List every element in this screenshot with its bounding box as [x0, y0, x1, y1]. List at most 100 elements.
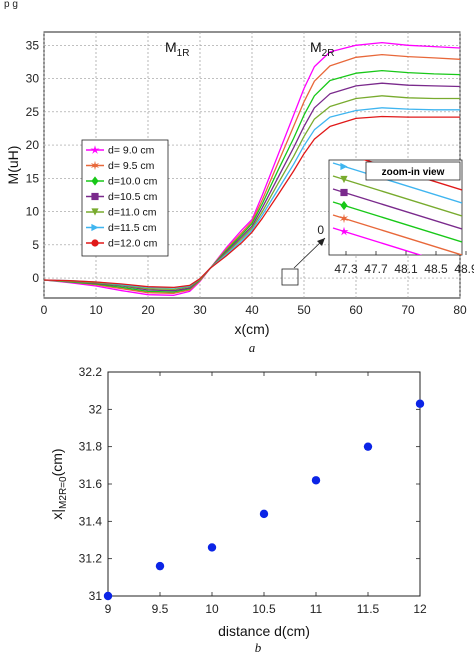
circle-marker-icon: [91, 239, 99, 247]
hexagram-marker-icon: [90, 160, 100, 171]
chart-a-zoom-marker-box: [281, 268, 299, 286]
triangle-right-marker-icon: [91, 223, 99, 232]
chart-a-inset: zoom-in view 47.3 47.7 48.1 48.5 48.9 0: [281, 159, 474, 286]
chart-b-y-tick-label: 32.2: [79, 365, 103, 379]
chart-a-x-tick-label: 0: [41, 303, 48, 317]
arrow-head-icon: [317, 238, 325, 246]
chart-a-x-tick-label: 10: [89, 303, 103, 317]
chart-b-y-tick-label: 31.8: [79, 440, 103, 454]
chart-a-legend-label: d= 9.0 cm: [108, 145, 155, 157]
chart-a-y-tick-label: 20: [26, 138, 40, 152]
hexagram-marker-icon: [339, 213, 349, 224]
chart-a-series-line: [43, 82, 461, 292]
chart-a-x-tick-label: 20: [141, 303, 155, 317]
chart-b-ticks: 9 9.5 10 10.5 11 11.5 12 31 31.2 31.4 31.6 31.8 32 32…: [79, 365, 427, 616]
chart-a-legend-label: d= 9.5 cm: [108, 160, 155, 172]
chart-a-inset-title: zoom-in view: [382, 167, 445, 178]
chart-b-data-point: [155, 561, 165, 571]
chart-a-annotation-m2: M2R: [310, 39, 334, 59]
chart-b-y-tick-label: 31.4: [79, 514, 103, 528]
chart-a-inset-y-tick-label: 0: [317, 223, 324, 237]
chart-a-y-tick-label: 0: [32, 271, 39, 285]
chart-a-x-tick-label: 40: [245, 303, 259, 317]
chart-a-x-tick-label: 60: [349, 303, 363, 317]
chart-b-x-tick-label: 11: [310, 602, 323, 616]
chart-b-ylabel: x|M2R=0(cm): [49, 448, 69, 519]
chart-a-y-tick-label: 5: [32, 238, 39, 252]
chart-b-y-tick-label: 31.6: [79, 477, 103, 491]
chart-a-legend: d= 9.0 cm d= 9.5 cm d=10.0 cm d=10.5 cm d=11…: [81, 139, 169, 257]
chart-a-inset-x-tick-label: 47.3: [334, 262, 358, 276]
chart-a-inset-series-line: [332, 175, 462, 217]
chart-a-x-tick-label: 50: [297, 303, 311, 317]
chart-a-series-line: [43, 69, 461, 293]
chart-a-inset-series-line: [332, 214, 462, 255]
star-marker-icon: [339, 226, 349, 236]
chart-b-caption: b: [255, 640, 262, 655]
chart-a-inset-title-box: [365, 161, 461, 181]
chart-a-y-tick-label: 10: [26, 205, 40, 219]
chart-a-legend-label: d=11.0 cm: [108, 207, 157, 219]
chart-a-caption: a: [249, 340, 256, 355]
chart-a-annotation-m1: M1R: [165, 39, 189, 59]
chart-b-points: [103, 399, 425, 601]
chart-a-legend-label: d=12.0 cm: [108, 238, 158, 250]
chart-b-data-point: [103, 591, 113, 601]
chart-b-x-tick-label: 9.5: [152, 602, 169, 616]
triangle-down-marker-icon: [91, 208, 99, 216]
chart-a-inset-series-line: [332, 201, 462, 243]
chart-b: 9 9.5 10 10.5 11 11.5 12 31 31.2 31.4 31.6 31.8 32 32…: [49, 365, 427, 655]
chart-a-y-tick-label: 35: [26, 38, 40, 52]
chart-b-data-point: [311, 476, 321, 485]
chart-b-data-point: [363, 442, 373, 451]
chart-a-ticks: 0 10 20 30 40 50 60 70 80 0 5 10 15 20 25 30 35: [26, 38, 467, 317]
chart-a-y-tick-label: 15: [26, 171, 40, 185]
chart-b-data-point: [259, 509, 269, 519]
chart-a-inset-series-line: [332, 188, 462, 230]
triangle-right-marker-icon: [340, 162, 348, 171]
chart-a-series: [43, 41, 461, 296]
chart-a-series-line: [43, 95, 460, 291]
chart-a-y-tick-label: 25: [26, 105, 40, 119]
chart-a-x-tick-label: 30: [193, 303, 207, 317]
chart-a-series-line: [43, 53, 461, 294]
chart-a-legend-label: d=10.5 cm: [108, 191, 158, 203]
diamond-marker-icon: [91, 176, 99, 186]
chart-b-plot-area: [107, 371, 421, 597]
star-marker-icon: [90, 145, 100, 154]
square-marker-icon: [340, 188, 348, 197]
chart-a-x-tick-label: 70: [401, 303, 415, 317]
chart-a-x-tick-label: 80: [453, 303, 467, 317]
chart-a-inset-series-line: [332, 227, 423, 255]
chart-a-inset-x-tick-label: 48.5: [424, 262, 448, 276]
chart-a-y-tick-label: 30: [26, 72, 40, 86]
chart-b-x-tick-label: 10.5: [252, 602, 276, 616]
chart-a-legend-label: d=11.5 cm: [108, 222, 157, 234]
chart-a-series-line: [43, 41, 461, 296]
chart-a-inset-x-tick-label: 48.9: [454, 262, 474, 276]
header-fragment: p g: [4, 0, 18, 10]
diamond-marker-icon: [340, 200, 348, 211]
chart-b-x-tick-label: 10: [205, 602, 219, 616]
chart-a-inset-x-tick-label: 48.1: [394, 262, 418, 276]
chart-a-series-line: [43, 107, 460, 289]
triangle-down-marker-icon: [340, 175, 348, 184]
chart-b-x-tick-label: 11.5: [357, 602, 380, 616]
chart-a-inset-series-line: [332, 162, 462, 204]
chart-b-y-tick-label: 31.2: [79, 552, 103, 566]
chart-a-legend-label: d=10.0 cm: [108, 176, 158, 188]
chart-b-x-tick-label: 9: [105, 602, 112, 616]
chart-a-ylabel: M(uH): [5, 146, 21, 185]
chart-a-xlabel: x(cm): [235, 321, 270, 337]
chart-b-y-tick-label: 32: [89, 402, 103, 416]
chart-a-series-line: [43, 115, 460, 289]
chart-b-xlabel: distance d(cm): [218, 623, 310, 639]
chart-b-y-tick-label: 31: [89, 589, 103, 603]
chart-b-data-point: [207, 543, 217, 552]
chart-a-inset-x-tick-label: 47.7: [364, 262, 388, 276]
square-marker-icon: [91, 192, 99, 201]
chart-b-x-tick-label: 12: [413, 602, 427, 616]
chart-b-data-point: [415, 399, 425, 408]
